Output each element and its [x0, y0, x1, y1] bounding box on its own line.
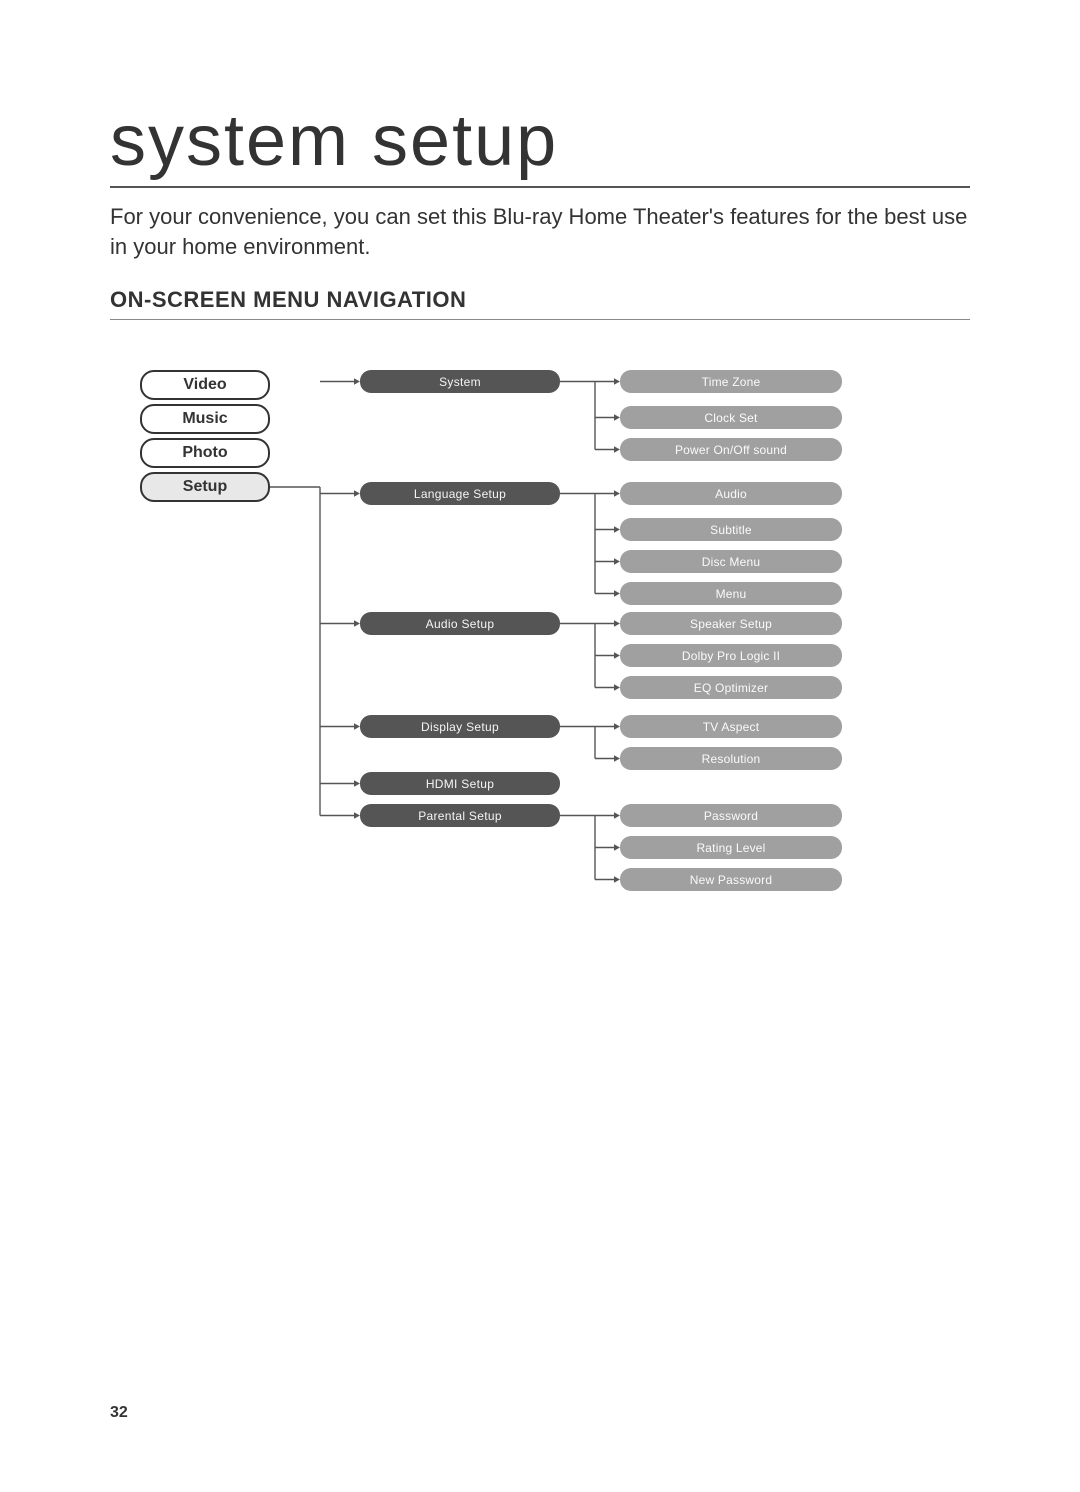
main-menu-music: Music [140, 404, 270, 434]
leaf-node: Clock Set [620, 406, 842, 429]
leaf-node: Password [620, 804, 842, 827]
submenu-node: System [360, 370, 560, 393]
main-menu-photo: Photo [140, 438, 270, 468]
page: system setup For your convenience, you c… [0, 0, 1080, 1492]
submenu-node: Display Setup [360, 715, 560, 738]
leaf-node: Time Zone [620, 370, 842, 393]
leaf-node: EQ Optimizer [620, 676, 842, 699]
menu-tree-diagram: Video Music Photo Setup System Language Setup… [110, 370, 970, 930]
page-number: 32 [110, 1404, 128, 1422]
page-title: system setup [110, 100, 970, 188]
intro-text: For your convenience, you can set this B… [110, 202, 970, 261]
main-menu-video: Video [140, 370, 270, 400]
leaf-node: Audio [620, 482, 842, 505]
submenu-node: Language Setup [360, 482, 560, 505]
leaf-node: Subtitle [620, 518, 842, 541]
leaf-node: Rating Level [620, 836, 842, 859]
leaf-node: Resolution [620, 747, 842, 770]
submenu-node: Parental Setup [360, 804, 560, 827]
leaf-node: Power On/Off sound [620, 438, 842, 461]
leaf-node: TV Aspect [620, 715, 842, 738]
leaf-node: Dolby Pro Logic II [620, 644, 842, 667]
leaf-node: Menu [620, 582, 842, 605]
leaf-node: New Password [620, 868, 842, 891]
leaf-node: Disc Menu [620, 550, 842, 573]
section-heading: ON-SCREEN MENU NAVIGATION [110, 287, 970, 320]
leaf-node: Speaker Setup [620, 612, 842, 635]
submenu-node: Audio Setup [360, 612, 560, 635]
submenu-node: HDMI Setup [360, 772, 560, 795]
main-menu-setup: Setup [140, 472, 270, 502]
